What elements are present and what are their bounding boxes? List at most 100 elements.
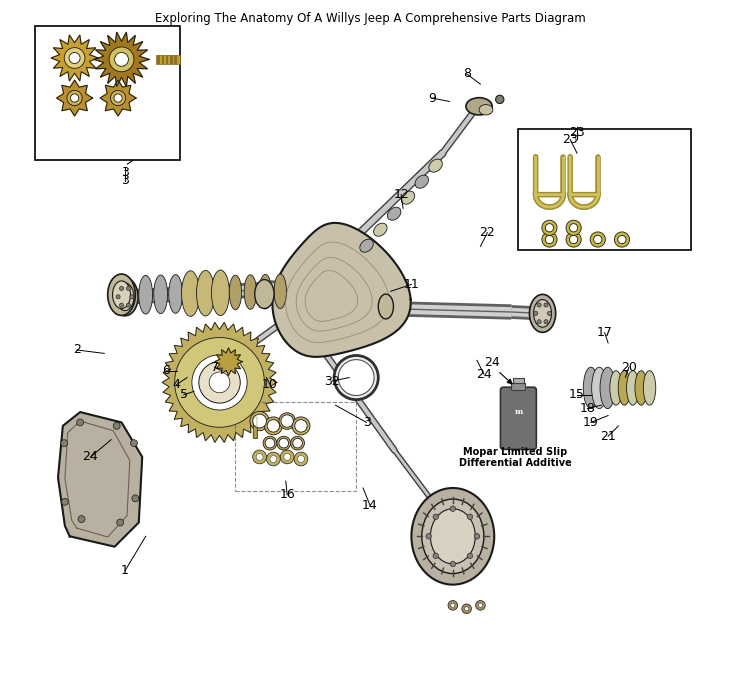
Circle shape bbox=[67, 90, 82, 105]
Circle shape bbox=[570, 236, 578, 244]
Ellipse shape bbox=[428, 159, 443, 172]
Ellipse shape bbox=[422, 499, 484, 574]
Polygon shape bbox=[51, 35, 98, 81]
Circle shape bbox=[266, 452, 280, 466]
Circle shape bbox=[265, 438, 275, 448]
Text: 8: 8 bbox=[462, 67, 471, 80]
Circle shape bbox=[114, 94, 122, 102]
Circle shape bbox=[614, 232, 630, 247]
Circle shape bbox=[467, 553, 473, 559]
Circle shape bbox=[474, 534, 480, 539]
Circle shape bbox=[127, 303, 130, 307]
Ellipse shape bbox=[197, 270, 215, 316]
Text: 20: 20 bbox=[621, 361, 637, 374]
Text: 24: 24 bbox=[476, 367, 492, 380]
Circle shape bbox=[270, 455, 277, 462]
Ellipse shape bbox=[600, 367, 615, 409]
Ellipse shape bbox=[643, 371, 656, 405]
Polygon shape bbox=[215, 348, 242, 376]
Circle shape bbox=[462, 604, 471, 613]
Ellipse shape bbox=[229, 275, 242, 310]
Circle shape bbox=[199, 362, 240, 403]
Circle shape bbox=[566, 220, 581, 236]
Circle shape bbox=[119, 286, 124, 290]
Circle shape bbox=[570, 224, 578, 232]
Ellipse shape bbox=[411, 488, 494, 585]
Ellipse shape bbox=[479, 105, 493, 115]
Circle shape bbox=[448, 601, 457, 610]
Circle shape bbox=[545, 236, 554, 244]
Circle shape bbox=[127, 286, 130, 290]
Circle shape bbox=[256, 453, 263, 460]
Ellipse shape bbox=[583, 367, 599, 409]
Circle shape bbox=[61, 498, 68, 505]
Ellipse shape bbox=[466, 98, 492, 115]
Ellipse shape bbox=[169, 274, 183, 313]
Circle shape bbox=[130, 295, 134, 299]
Circle shape bbox=[70, 94, 78, 102]
Ellipse shape bbox=[415, 175, 428, 188]
Ellipse shape bbox=[431, 509, 475, 564]
Circle shape bbox=[264, 417, 283, 435]
Circle shape bbox=[433, 553, 439, 559]
Text: 6: 6 bbox=[163, 364, 170, 377]
Circle shape bbox=[252, 414, 266, 428]
Bar bbox=[158, 55, 160, 64]
Text: 16: 16 bbox=[279, 489, 295, 502]
Text: 2: 2 bbox=[73, 344, 81, 356]
Circle shape bbox=[281, 415, 293, 428]
Polygon shape bbox=[272, 223, 411, 357]
Ellipse shape bbox=[116, 283, 134, 310]
Text: 17: 17 bbox=[596, 326, 613, 339]
Text: 11: 11 bbox=[403, 278, 420, 291]
Bar bbox=[166, 55, 169, 64]
Circle shape bbox=[537, 319, 541, 324]
Circle shape bbox=[192, 355, 247, 410]
Ellipse shape bbox=[360, 239, 373, 252]
Ellipse shape bbox=[112, 281, 130, 308]
Text: Mopar Limited Slip
Differential Additive: Mopar Limited Slip Differential Additive bbox=[459, 446, 571, 468]
Circle shape bbox=[69, 53, 80, 64]
Text: 4: 4 bbox=[173, 378, 181, 391]
Circle shape bbox=[110, 90, 126, 105]
Circle shape bbox=[279, 438, 289, 448]
Circle shape bbox=[117, 519, 124, 526]
Text: 10: 10 bbox=[262, 378, 278, 391]
Bar bbox=[170, 55, 172, 64]
Ellipse shape bbox=[618, 371, 630, 405]
Text: 14: 14 bbox=[362, 499, 378, 511]
Circle shape bbox=[545, 224, 554, 232]
Text: 3: 3 bbox=[121, 166, 129, 179]
Ellipse shape bbox=[378, 294, 394, 319]
Circle shape bbox=[542, 220, 557, 236]
Ellipse shape bbox=[388, 207, 401, 220]
Circle shape bbox=[426, 534, 431, 539]
Polygon shape bbox=[162, 322, 277, 442]
Circle shape bbox=[593, 236, 602, 244]
Ellipse shape bbox=[534, 299, 551, 327]
Ellipse shape bbox=[139, 275, 152, 314]
Circle shape bbox=[537, 303, 541, 307]
Text: 5: 5 bbox=[180, 388, 188, 401]
Circle shape bbox=[64, 48, 85, 69]
Ellipse shape bbox=[244, 275, 257, 309]
Ellipse shape bbox=[108, 274, 135, 315]
Circle shape bbox=[113, 423, 120, 430]
Circle shape bbox=[132, 495, 139, 502]
Circle shape bbox=[544, 303, 548, 307]
Circle shape bbox=[119, 303, 124, 307]
Ellipse shape bbox=[112, 278, 138, 316]
Circle shape bbox=[450, 561, 456, 567]
Circle shape bbox=[465, 606, 468, 611]
Circle shape bbox=[297, 455, 304, 462]
Text: 9: 9 bbox=[428, 91, 436, 105]
Text: m: m bbox=[514, 408, 522, 416]
Text: 23: 23 bbox=[569, 126, 585, 139]
Ellipse shape bbox=[627, 371, 639, 405]
Circle shape bbox=[534, 311, 538, 315]
Circle shape bbox=[451, 604, 455, 607]
Text: 3: 3 bbox=[121, 175, 129, 187]
Circle shape bbox=[250, 412, 269, 431]
Circle shape bbox=[209, 372, 230, 393]
FancyBboxPatch shape bbox=[500, 387, 536, 449]
